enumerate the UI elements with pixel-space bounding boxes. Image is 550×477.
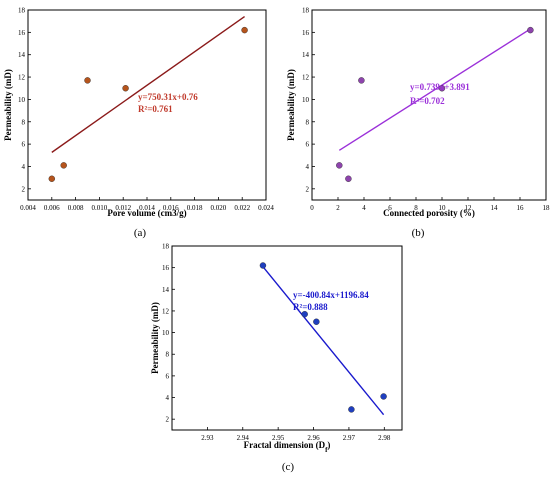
x-axis-label-subscript: f — [325, 446, 328, 454]
y-axis-label: Permeability (mD) — [3, 69, 13, 141]
y-tick-label: 16 — [162, 264, 170, 272]
y-tick-label: 14 — [162, 286, 170, 294]
chart-panel-b: 0 2 4 6 8 10 12 14 16 18 2 4 6 8 10 12 14 16 18 Connected p… — [286, 7, 550, 240]
x-tick-label: 8 — [414, 204, 418, 212]
x-tick-label: 6 — [388, 204, 392, 212]
regression-line — [51, 15, 245, 153]
x-tick-label: 0.010 — [92, 204, 108, 212]
y-tick-label: 8 — [166, 351, 170, 359]
y-tick-label: 2 — [166, 416, 170, 424]
data-point — [358, 77, 365, 84]
x-tick-label: 0.006 — [44, 204, 60, 212]
y-tick-label: 18 — [302, 7, 310, 15]
y-tick-label: 10 — [162, 329, 170, 337]
y-tick-label: 6 — [306, 141, 310, 149]
r-squared-label: R²=0.888 — [293, 302, 328, 312]
y-axis-label: Permeability (mD) — [286, 69, 296, 141]
x-tick-label: 0.014 — [139, 204, 155, 212]
data-point — [241, 26, 248, 34]
y-tick-label: 8 — [306, 118, 310, 126]
y-tick-label: 18 — [18, 7, 26, 15]
y-tick-label: 16 — [18, 29, 26, 37]
data-point — [84, 77, 91, 84]
regression-equation: y=-400.84x+1196.84 — [293, 290, 369, 300]
x-axis-label: Pore volume (cm3/g) — [107, 208, 186, 218]
x-tick-label: 0.020 — [211, 204, 227, 212]
y-tick-label: 4 — [306, 163, 310, 171]
y-tick-label: 10 — [302, 96, 310, 104]
x-tick-label: 0.012 — [115, 204, 131, 212]
panel-label: (c) — [282, 461, 295, 473]
data-point — [348, 406, 355, 413]
x-tick-label: 2.98 — [378, 434, 391, 442]
y-tick-label: 8 — [22, 118, 26, 126]
x-tick-label: 18 — [543, 204, 550, 212]
y-axis-label: Permeability (mD) — [150, 302, 160, 374]
panel-label: (b) — [412, 227, 425, 239]
regression-line — [262, 266, 385, 416]
data-point — [380, 393, 387, 400]
y-tick-label: 14 — [18, 51, 26, 59]
data-point — [259, 262, 267, 269]
x-tick-label: 0.008 — [68, 204, 84, 212]
x-tick-label: 16 — [517, 204, 525, 212]
chart-panel-a: 0.004 0.006 0.008 0.010 0.012 0.014 0.016 0.018… — [3, 7, 274, 240]
y-tick-label: 16 — [302, 29, 310, 37]
x-tick-label: 0.018 — [187, 204, 203, 212]
plot-frame — [311, 9, 547, 201]
data-point — [301, 310, 308, 318]
y-tick-label: 2 — [306, 185, 310, 193]
x-tick-label: 2.95 — [272, 434, 285, 442]
x-tick-label: 2.94 — [237, 434, 250, 442]
x-tick-label: 10 — [439, 204, 447, 212]
x-axis-label-end: ) — [327, 440, 330, 450]
regression-equation: y=0.739x+3.891 — [410, 82, 470, 92]
data-point — [313, 318, 320, 325]
x-tick-label: 2.97 — [343, 434, 356, 442]
y-tick-label: 10 — [18, 96, 26, 104]
x-tick-label: 2.93 — [201, 434, 214, 442]
y-tick-label: 2 — [22, 185, 26, 193]
regression-equation: y=750.31x+0.76 — [138, 92, 198, 102]
data-point — [345, 175, 352, 182]
x-tick-label: 0.024 — [258, 204, 274, 212]
data-point — [438, 85, 446, 92]
chart-panel-c: 2.93 2.94 2.95 2.96 2.97 2.98 2 4 6 8 10 12 14 16 18 Fr… — [150, 243, 403, 473]
x-tick-label: 0 — [310, 204, 314, 212]
y-tick-label: 12 — [162, 307, 170, 315]
x-tick-label: 0.004 — [20, 204, 36, 212]
x-tick-label: 0.022 — [234, 204, 250, 212]
x-axis-label: Connected porosity (%) — [383, 208, 475, 218]
y-tick-label: 4 — [22, 163, 26, 171]
y-tick-label: 12 — [18, 74, 26, 82]
x-tick-label: 0.016 — [163, 204, 179, 212]
x-axis-label: Fractal dimension (Df) — [244, 440, 331, 454]
data-point — [336, 162, 343, 169]
y-tick-label: 6 — [166, 372, 170, 380]
data-point — [527, 26, 534, 34]
x-tick-label: 4 — [362, 204, 366, 212]
y-tick-label: 12 — [302, 74, 310, 82]
data-point — [60, 162, 67, 169]
r-squared-label: R²=0.702 — [410, 96, 445, 106]
data-point — [122, 85, 129, 92]
regression-line — [338, 28, 531, 151]
y-tick-label: 14 — [302, 51, 310, 59]
y-tick-label: 18 — [162, 243, 170, 251]
x-tick-label: 12 — [465, 204, 473, 212]
plot-frame — [171, 245, 403, 431]
x-tick-label: 2.96 — [307, 434, 320, 442]
data-point — [48, 175, 55, 182]
x-tick-label: 14 — [491, 204, 499, 212]
y-tick-label: 4 — [166, 394, 170, 402]
panel-label: (a) — [134, 227, 147, 239]
r-squared-label: R²=0.761 — [138, 104, 173, 114]
x-tick-label: 2 — [336, 204, 340, 212]
y-tick-label: 6 — [22, 141, 26, 149]
